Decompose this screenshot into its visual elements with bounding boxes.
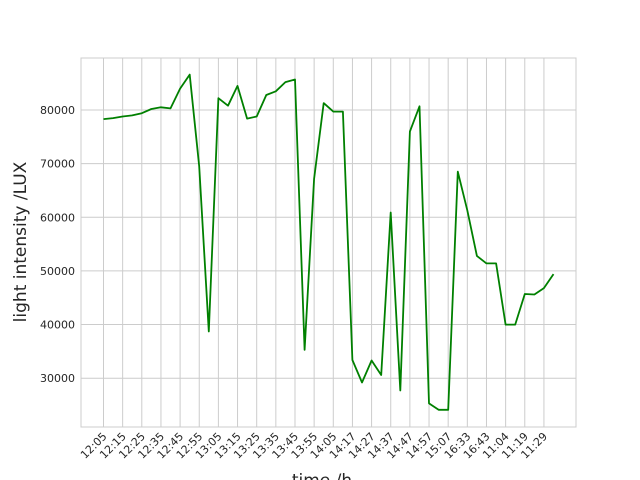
y-tick-label: 70000: [40, 158, 75, 171]
y-tick-label: 40000: [40, 319, 75, 332]
plot-area: [80, 57, 577, 428]
data-line: [103, 73, 555, 411]
y-axis-label: light intensity /LUX: [11, 161, 31, 322]
x-axis-label: time /h: [292, 471, 352, 480]
y-tick-label: 80000: [40, 104, 75, 117]
y-tick-label: 60000: [40, 211, 75, 224]
y-tick-label: 50000: [40, 265, 75, 278]
y-tick-label: 30000: [40, 372, 75, 385]
